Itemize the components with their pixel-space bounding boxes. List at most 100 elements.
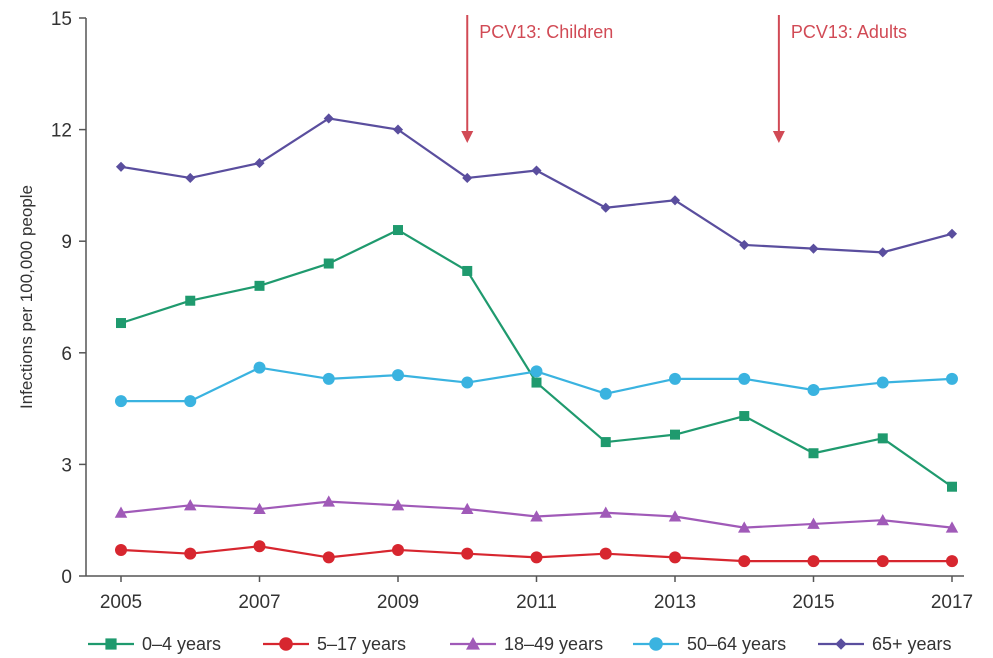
legend-label: 50–64 years — [687, 634, 786, 654]
series-1 — [116, 225, 957, 492]
data-point — [600, 437, 611, 448]
legend: 0–4 years 5–17 years 18–49 years 50–64 year… — [88, 634, 952, 654]
y-axis-label: Infections per 100,000 people — [17, 185, 36, 409]
data-point — [322, 495, 335, 507]
data-point — [876, 513, 889, 526]
data-point — [462, 172, 473, 184]
data-point — [461, 376, 474, 389]
x-tick-label: 2011 — [516, 592, 557, 613]
annotation-label: PCV13: Children — [479, 22, 613, 42]
data-point — [392, 369, 404, 382]
y-tick-label: 15 — [51, 9, 72, 30]
x-tick-label: 2015 — [792, 592, 834, 613]
x-ticks: 2005 2007 2009 2011 2013 2015 2017 — [100, 576, 973, 613]
data-point — [599, 547, 612, 560]
data-point — [462, 265, 473, 276]
data-point — [947, 481, 957, 492]
x-tick-label: 2017 — [931, 592, 973, 613]
x-tick-label: 2009 — [377, 592, 419, 613]
legend-marker — [649, 637, 663, 651]
data-point — [116, 318, 126, 329]
legend-marker — [835, 638, 847, 650]
data-point — [945, 521, 959, 533]
data-point — [531, 165, 542, 176]
data-point — [185, 172, 196, 184]
legend-item: 5–17 years — [263, 634, 406, 654]
data-point — [530, 551, 543, 564]
legend-item: 50–64 years — [633, 634, 786, 654]
data-point — [322, 372, 335, 385]
series-line — [120, 228, 953, 488]
data-point — [530, 365, 543, 378]
x-tick-label: 2013 — [654, 592, 696, 613]
data-point — [184, 395, 197, 408]
data-point — [254, 280, 265, 291]
data-point — [461, 547, 474, 560]
legend-label: 65+ years — [872, 634, 952, 654]
data-point — [115, 395, 127, 408]
annotation-label: PCV13: Adults — [791, 22, 907, 42]
data-point — [946, 228, 958, 239]
data-point — [530, 510, 543, 522]
series-3 — [114, 495, 959, 533]
data-point — [738, 372, 751, 385]
data-point — [253, 540, 266, 553]
data-point — [876, 376, 889, 389]
data-point — [392, 543, 404, 556]
x-tick-label: 2005 — [100, 592, 142, 613]
y-tick-label: 6 — [61, 344, 72, 365]
series-line — [120, 117, 953, 254]
data-point — [877, 433, 888, 444]
series-2 — [115, 540, 958, 568]
data-point — [739, 239, 750, 250]
legend-label: 0–4 years — [142, 634, 221, 654]
data-point — [253, 361, 266, 374]
y-ticks: 0 3 6 9 12 15 — [51, 9, 86, 588]
series-4 — [115, 361, 958, 408]
legend-label: 18–49 years — [504, 634, 603, 654]
x-tick-label: 2007 — [238, 592, 280, 613]
legend-label: 5–17 years — [317, 634, 406, 654]
data-point — [184, 499, 197, 511]
data-point — [669, 195, 681, 206]
data-point — [114, 506, 128, 518]
y-tick-label: 12 — [51, 121, 72, 142]
data-point — [599, 387, 612, 400]
data-point — [393, 225, 403, 236]
axes — [85, 18, 964, 577]
data-point — [808, 243, 819, 254]
data-point — [668, 510, 682, 522]
data-point — [876, 555, 889, 568]
data-point — [807, 555, 820, 568]
y-tick-label: 3 — [61, 455, 72, 476]
data-point — [946, 372, 958, 385]
legend-item: 18–49 years — [450, 634, 603, 654]
annotation-arrow-head — [772, 131, 785, 143]
data-point — [670, 429, 680, 440]
data-point — [946, 555, 958, 568]
data-point — [461, 502, 474, 515]
data-point — [323, 113, 334, 124]
data-point — [599, 506, 612, 518]
data-point — [391, 499, 405, 511]
data-point — [115, 161, 127, 172]
data-point — [738, 555, 751, 568]
legend-marker — [279, 637, 293, 651]
data-point — [669, 372, 681, 385]
data-point — [808, 448, 819, 459]
data-point — [185, 295, 196, 306]
annotation-2: PCV13: Adults — [772, 15, 907, 143]
data-point — [115, 543, 127, 556]
annotation-1: PCV13: Children — [461, 15, 613, 143]
data-point — [392, 124, 404, 135]
data-point — [184, 547, 197, 560]
data-point — [807, 517, 820, 529]
y-tick-label: 0 — [61, 567, 72, 588]
annotations: PCV13: Children PCV13: Adults — [461, 15, 907, 143]
legend-marker — [466, 637, 480, 650]
data-point — [669, 551, 681, 564]
data-point — [738, 521, 751, 533]
data-point — [877, 247, 888, 258]
data-point — [531, 377, 542, 388]
